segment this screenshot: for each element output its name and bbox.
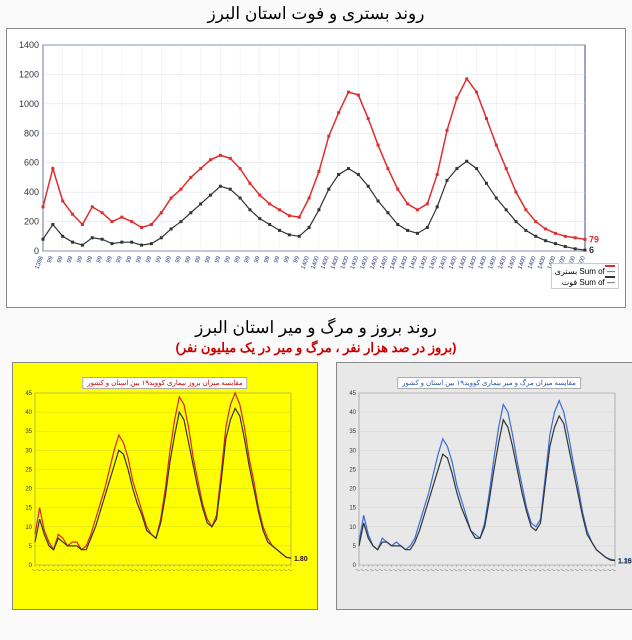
svg-text:1400: 1400: [301, 255, 311, 270]
svg-text:99: 99: [234, 255, 242, 264]
svg-text:1400: 1400: [527, 255, 537, 270]
svg-text:1400: 1400: [19, 40, 39, 50]
svg-text:600: 600: [24, 158, 39, 168]
svg-text:35: 35: [349, 429, 356, 435]
br-svg: 051015202530354045||||||||||||||||||||||…: [337, 363, 632, 609]
svg-text:40: 40: [349, 410, 356, 416]
svg-text:99: 99: [67, 255, 75, 264]
svg-text:99: 99: [76, 255, 84, 264]
svg-text:1400: 1400: [478, 255, 488, 270]
svg-text:99: 99: [165, 255, 173, 264]
svg-text:1400: 1400: [488, 255, 498, 270]
svg-text:1400: 1400: [399, 255, 409, 270]
svg-text:99: 99: [57, 255, 65, 264]
svg-text:99: 99: [254, 255, 262, 264]
bottom-title: روند بروز و مرگ و میر استان البرز: [0, 310, 632, 340]
bottom-left-chart: مقایسه میزان بروز بیماری کووید۱۹ بین است…: [12, 362, 318, 610]
svg-text:25: 25: [349, 467, 356, 473]
svg-text:1.15: 1.15: [618, 559, 632, 566]
svg-text:1400: 1400: [468, 255, 478, 270]
svg-text:6: 6: [589, 245, 594, 255]
svg-text:1400: 1400: [508, 255, 518, 270]
svg-text:1200: 1200: [19, 69, 39, 79]
svg-text:1400: 1400: [389, 255, 399, 270]
bl-legend: مقایسه میزان بروز بیماری کووید۱۹ بین است…: [82, 377, 247, 389]
svg-text:1400: 1400: [311, 255, 321, 270]
top-legend: — Sum of بستری — Sum of فوت: [551, 263, 619, 289]
bl-svg: 051015202530354045||||||||||||||||||||||…: [13, 363, 317, 609]
svg-text:20: 20: [25, 487, 32, 493]
svg-text:99: 99: [185, 255, 193, 264]
bottom-row: مقایسه میزان بروز بیماری کووید۱۹ بین است…: [6, 360, 626, 612]
bottom-subtitle: (بروز در صد هزار نفر ، مرگ و میر در یک م…: [0, 340, 632, 358]
legend-text: — Sum of بستری: [555, 267, 615, 276]
svg-text:99: 99: [293, 255, 301, 264]
svg-text:400: 400: [24, 187, 39, 197]
svg-text:35: 35: [25, 429, 32, 435]
svg-text:20: 20: [349, 487, 356, 493]
bottom-right-chart: مقایسه میزان مرگ و میر بیماری کووید۱۹ بی…: [336, 362, 632, 610]
svg-text:99: 99: [47, 255, 55, 264]
svg-text:99: 99: [96, 255, 104, 264]
svg-text:99: 99: [224, 255, 232, 264]
svg-text:99: 99: [145, 255, 153, 264]
svg-text:25: 25: [25, 467, 32, 473]
svg-text:99: 99: [155, 255, 163, 264]
svg-text:1400: 1400: [498, 255, 508, 270]
svg-text:1400: 1400: [360, 255, 370, 270]
svg-text:1400: 1400: [518, 255, 528, 270]
svg-text:0: 0: [34, 246, 39, 256]
svg-text:1000: 1000: [19, 99, 39, 109]
svg-text:99: 99: [244, 255, 252, 264]
svg-text:99: 99: [106, 255, 114, 264]
svg-text:45: 45: [25, 391, 32, 397]
svg-text:10: 10: [349, 525, 356, 531]
svg-text:99: 99: [175, 255, 183, 264]
top-chart-svg: 0200400600800100012001400139899999999999…: [7, 29, 625, 307]
svg-text:99: 99: [283, 255, 291, 264]
svg-text:10: 10: [25, 525, 32, 531]
svg-text:99: 99: [204, 255, 212, 264]
top-chart: 0200400600800100012001400139899999999999…: [6, 28, 626, 308]
svg-text:30: 30: [25, 448, 32, 454]
svg-text:99: 99: [264, 255, 272, 264]
svg-text:40: 40: [25, 410, 32, 416]
svg-text:1400: 1400: [350, 255, 360, 270]
svg-text:1400: 1400: [449, 255, 459, 270]
svg-text:99: 99: [126, 255, 134, 264]
svg-text:30: 30: [349, 448, 356, 454]
svg-text:1400: 1400: [380, 255, 390, 270]
svg-text:1400: 1400: [409, 255, 419, 270]
svg-text:99: 99: [214, 255, 222, 264]
svg-text:1398: 1398: [35, 255, 45, 270]
svg-text:200: 200: [24, 217, 39, 227]
svg-text:99: 99: [273, 255, 281, 264]
svg-text:1400: 1400: [429, 255, 439, 270]
svg-text:1.80: 1.80: [294, 556, 308, 563]
svg-text:15: 15: [25, 506, 32, 512]
svg-text:1400: 1400: [320, 255, 330, 270]
page: روند بستری و فوت استان البرز 0 200 400 600 8…: [0, 0, 632, 640]
top-title: روند بستری و فوت استان البرز: [0, 0, 632, 26]
svg-text:1400: 1400: [330, 255, 340, 270]
svg-text:99: 99: [195, 255, 203, 264]
svg-text:15: 15: [349, 506, 356, 512]
svg-text:79: 79: [589, 234, 599, 244]
svg-text:99: 99: [116, 255, 124, 264]
svg-text:99: 99: [135, 255, 143, 264]
svg-text:45: 45: [349, 391, 356, 397]
svg-text:99: 99: [86, 255, 94, 264]
svg-text:1400: 1400: [419, 255, 429, 270]
svg-text:1400: 1400: [439, 255, 449, 270]
svg-text:1400: 1400: [340, 255, 350, 270]
svg-text:800: 800: [24, 128, 39, 138]
svg-text:1400: 1400: [458, 255, 468, 270]
svg-text:1400: 1400: [370, 255, 380, 270]
svg-text:1400: 1400: [537, 255, 547, 270]
legend-text: — Sum of فوت: [555, 278, 615, 287]
br-legend: مقایسه میزان مرگ و میر بیماری کووید۱۹ بی…: [397, 377, 581, 389]
